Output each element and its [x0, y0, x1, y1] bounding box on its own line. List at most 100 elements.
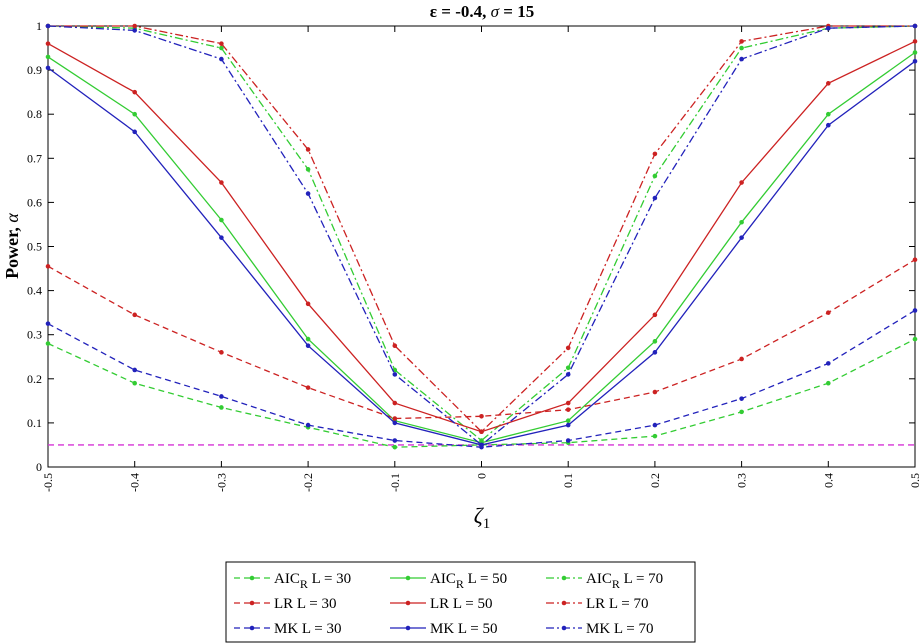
series-1-point — [132, 111, 137, 117]
series-0-point — [912, 336, 918, 342]
series-3-point — [739, 356, 744, 362]
legend-label-3: LR L = 30 — [274, 596, 337, 612]
series-8-point — [45, 23, 51, 29]
legend-label-main: LR — [430, 596, 449, 612]
y-tick-label: 0.5 — [27, 240, 42, 254]
series-1-point — [826, 111, 831, 117]
series-3-point — [132, 312, 137, 318]
x-tick-label: 0.2 — [648, 473, 662, 488]
x-tick-label: -0.3 — [214, 473, 228, 492]
series-4-point — [45, 41, 51, 46]
series-5-point — [479, 429, 484, 435]
legend-label-main: LR — [274, 596, 293, 612]
legend-label-0: AICR L = 30 — [274, 571, 351, 591]
x-tick-label: 0.5 — [908, 473, 922, 488]
series-8-point — [392, 372, 398, 377]
series-line-4 — [47, 40, 916, 433]
series-7-point — [45, 65, 51, 71]
series-8-point — [826, 25, 831, 31]
series-1-point — [565, 418, 571, 423]
y-tick-label: 0.1 — [27, 416, 42, 430]
series-3-point — [912, 257, 918, 263]
series-0-point — [219, 405, 224, 410]
legend-label-tail: L = 70 — [610, 621, 653, 637]
series-6-point — [652, 422, 658, 428]
series-3-point — [565, 407, 571, 412]
x-tick-label: 0.3 — [735, 473, 749, 488]
series-2-point — [739, 45, 744, 51]
series-8-point — [305, 191, 311, 196]
legend-swatch-marker — [405, 600, 411, 606]
y-tick-label: 0 — [36, 460, 42, 474]
series-6-point — [565, 438, 571, 443]
series-7-point — [305, 343, 311, 349]
series-line-5 — [48, 25, 915, 433]
legend-label-4: LR L = 50 — [430, 596, 493, 612]
x-tick-label: -0.4 — [128, 473, 142, 492]
series-4-point — [392, 400, 398, 406]
legend-swatch-marker — [405, 575, 411, 581]
series-line-6 — [47, 309, 916, 448]
series-4-point — [219, 180, 224, 185]
series-6-point — [826, 361, 831, 366]
series-5-point — [132, 23, 137, 29]
series-8-point — [479, 442, 484, 448]
series-4-point — [132, 89, 137, 95]
x-tick-label: 0.1 — [561, 473, 575, 488]
x-axis-label-symbol: ζ — [474, 503, 485, 528]
x-axis-label-subscript: 1 — [483, 516, 491, 532]
y-tick-label: 0.4 — [27, 284, 42, 298]
legend-label-main: MK — [274, 621, 298, 637]
x-tick-label: 0 — [475, 473, 489, 479]
series-1-point — [912, 50, 918, 55]
legend-label-8: MK L = 70 — [586, 621, 654, 637]
legend-label-6: MK L = 30 — [274, 621, 342, 637]
legend-label-tail: L = 50 — [449, 596, 492, 612]
series-6-point — [219, 394, 224, 399]
y-tick-label: 0.8 — [27, 107, 42, 121]
title-eps-value: = -0.4, — [437, 2, 491, 21]
title-sigma: σ — [491, 2, 500, 21]
legend-swatch-marker — [561, 575, 567, 581]
series-6-point — [912, 308, 918, 313]
legend-label-main: AIC — [274, 571, 300, 587]
legend-label-2: AICR L = 70 — [586, 571, 663, 591]
series-8-point — [132, 28, 137, 33]
series-5-point — [392, 343, 398, 349]
legend-label-tail: L = 30 — [298, 621, 341, 637]
series-4-point — [565, 400, 571, 406]
legend-label-5: LR L = 70 — [586, 596, 649, 612]
series-4-point — [305, 301, 311, 307]
series-line-7 — [47, 60, 916, 446]
series-6-point — [45, 321, 51, 326]
legend-swatch-marker — [405, 625, 411, 631]
legend-swatch-marker — [561, 600, 567, 606]
legend-label-main: AIC — [586, 571, 612, 587]
series-7-point — [565, 422, 571, 428]
legend-label-main: LR — [586, 596, 605, 612]
legend-swatch-marker — [249, 625, 255, 631]
series-2-point — [479, 438, 484, 443]
axes-box — [47, 25, 916, 468]
legend-label-main: MK — [430, 621, 454, 637]
series-8-point — [219, 56, 224, 62]
series-1-point — [305, 336, 311, 342]
series-6-point — [392, 438, 398, 443]
series-3-point — [826, 310, 831, 315]
legend-label-1: AICR L = 50 — [430, 571, 507, 591]
x-tick-label: -0.5 — [41, 473, 55, 492]
series-8-point — [912, 23, 918, 29]
series-5-point — [565, 345, 571, 351]
legend-label-tail: L = 30 — [293, 596, 336, 612]
y-axis-label-symbol: α — [2, 213, 22, 223]
legend-label-tail: L = 50 — [454, 621, 497, 637]
x-axis-label: ζ1 — [474, 503, 490, 532]
series-5-point — [739, 39, 744, 44]
title-epsilon: ε — [430, 2, 437, 21]
y-tick-label: 0.9 — [27, 63, 42, 77]
series-6-point — [305, 422, 311, 428]
legend-swatch-marker — [249, 600, 255, 606]
legend-label-sub: R — [456, 577, 464, 591]
series-0-point — [826, 380, 831, 386]
